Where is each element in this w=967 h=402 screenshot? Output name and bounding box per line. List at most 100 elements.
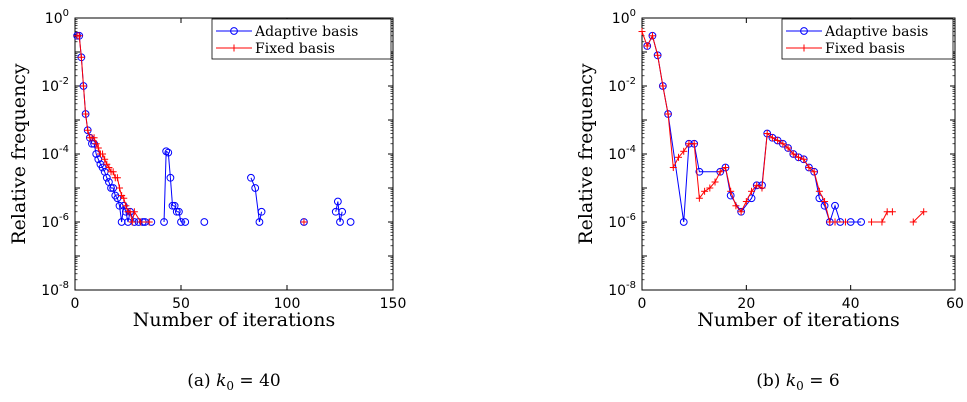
legend-marker (800, 27, 808, 35)
data-point (789, 150, 797, 158)
data-point (857, 218, 865, 226)
data-point (92, 140, 100, 148)
x-tick-label: 150 (380, 296, 407, 312)
data-point (742, 198, 750, 206)
data-point (831, 218, 839, 226)
y-tick-label: 10-6 (608, 212, 636, 231)
data-point (758, 184, 766, 192)
data-point (648, 32, 656, 40)
data-point (701, 187, 709, 195)
data-point (821, 198, 829, 206)
data-point (75, 32, 83, 40)
data-point (868, 218, 876, 226)
data-point (174, 207, 183, 216)
data-point (120, 194, 128, 202)
data-point (841, 218, 849, 226)
series-layer (638, 28, 928, 226)
data-point (679, 218, 688, 226)
data-point (784, 144, 792, 152)
data-point (82, 110, 90, 118)
data-point (721, 164, 729, 172)
data-point (77, 53, 85, 61)
data-point (109, 168, 117, 176)
data-point (695, 167, 704, 176)
x-tick-label: 20 (737, 296, 755, 312)
y-tick-label: 100 (612, 8, 636, 27)
y-tick-label: 10-2 (608, 76, 636, 95)
data-point (107, 184, 115, 192)
chart-panel-1: 0 50 100 150 100 10-2 10-4 10-6 10-8 Number of it… (8, 8, 406, 393)
series-segment (165, 150, 169, 154)
data-point (659, 82, 667, 90)
legend-label: Adaptive basis (824, 24, 928, 40)
y-axis-label: Relative frequency (8, 63, 30, 245)
series-segment (169, 177, 174, 206)
legend-label: Adaptive basis (254, 24, 358, 40)
data-point (763, 130, 771, 138)
data-point (338, 207, 347, 216)
y-axis-label: Relative frequency (575, 63, 597, 245)
data-point (664, 110, 672, 118)
data-point (137, 218, 145, 226)
data-point (815, 187, 823, 195)
data-point (200, 218, 209, 226)
data-point (128, 218, 136, 226)
data-point (122, 202, 130, 210)
data-point (94, 144, 102, 152)
data-point (162, 147, 171, 156)
legend-label: Fixed basis (825, 41, 905, 57)
x-tick-label: 60 (946, 296, 964, 312)
series-segment (163, 151, 167, 223)
data-point (346, 218, 355, 226)
data-point (810, 168, 818, 176)
data-point (748, 187, 756, 195)
x-tick-label: 0 (638, 296, 647, 312)
data-point (101, 155, 109, 163)
y-tick-label: 10-4 (608, 144, 636, 163)
data-point (79, 82, 87, 90)
data-point (105, 164, 113, 172)
y-tick-label: 10-4 (41, 144, 69, 163)
data-point (800, 155, 808, 163)
data-point (336, 218, 344, 226)
data-point (251, 184, 260, 192)
data-point (164, 148, 173, 157)
legend-box (781, 18, 954, 60)
data-point (102, 173, 111, 182)
series-fixed-basis (638, 28, 928, 226)
data-point (753, 181, 761, 189)
data-point (737, 208, 745, 216)
data-point (130, 208, 138, 216)
x-tick-label: 40 (842, 296, 860, 312)
data-point (695, 194, 703, 202)
series-segment (178, 211, 182, 223)
data-point (732, 202, 740, 210)
x-axis-label: Number of iterations (133, 309, 335, 331)
data-point (255, 218, 264, 226)
series-segment (258, 211, 263, 223)
data-point (727, 187, 735, 195)
data-point (831, 201, 839, 210)
plot-frame (74, 17, 394, 291)
y-tick-label: 10-2 (41, 76, 69, 95)
data-point (333, 197, 342, 206)
data-point (675, 153, 683, 161)
series-segment (250, 177, 256, 189)
y-tick-label: 10-8 (608, 280, 636, 299)
data-point (779, 140, 787, 148)
legend-label: Fixed basis (255, 41, 335, 57)
data-point (638, 28, 646, 36)
data-point (795, 153, 802, 161)
data-point (888, 208, 896, 216)
x-tick-label: 0 (71, 296, 80, 312)
data-point (768, 134, 776, 142)
data-point (909, 218, 917, 226)
data-point (920, 208, 928, 216)
series-segment (167, 152, 171, 178)
series-segment (254, 187, 260, 223)
data-point (145, 218, 153, 226)
data-point (774, 136, 782, 144)
data-point (99, 150, 107, 158)
data-point (172, 207, 181, 216)
